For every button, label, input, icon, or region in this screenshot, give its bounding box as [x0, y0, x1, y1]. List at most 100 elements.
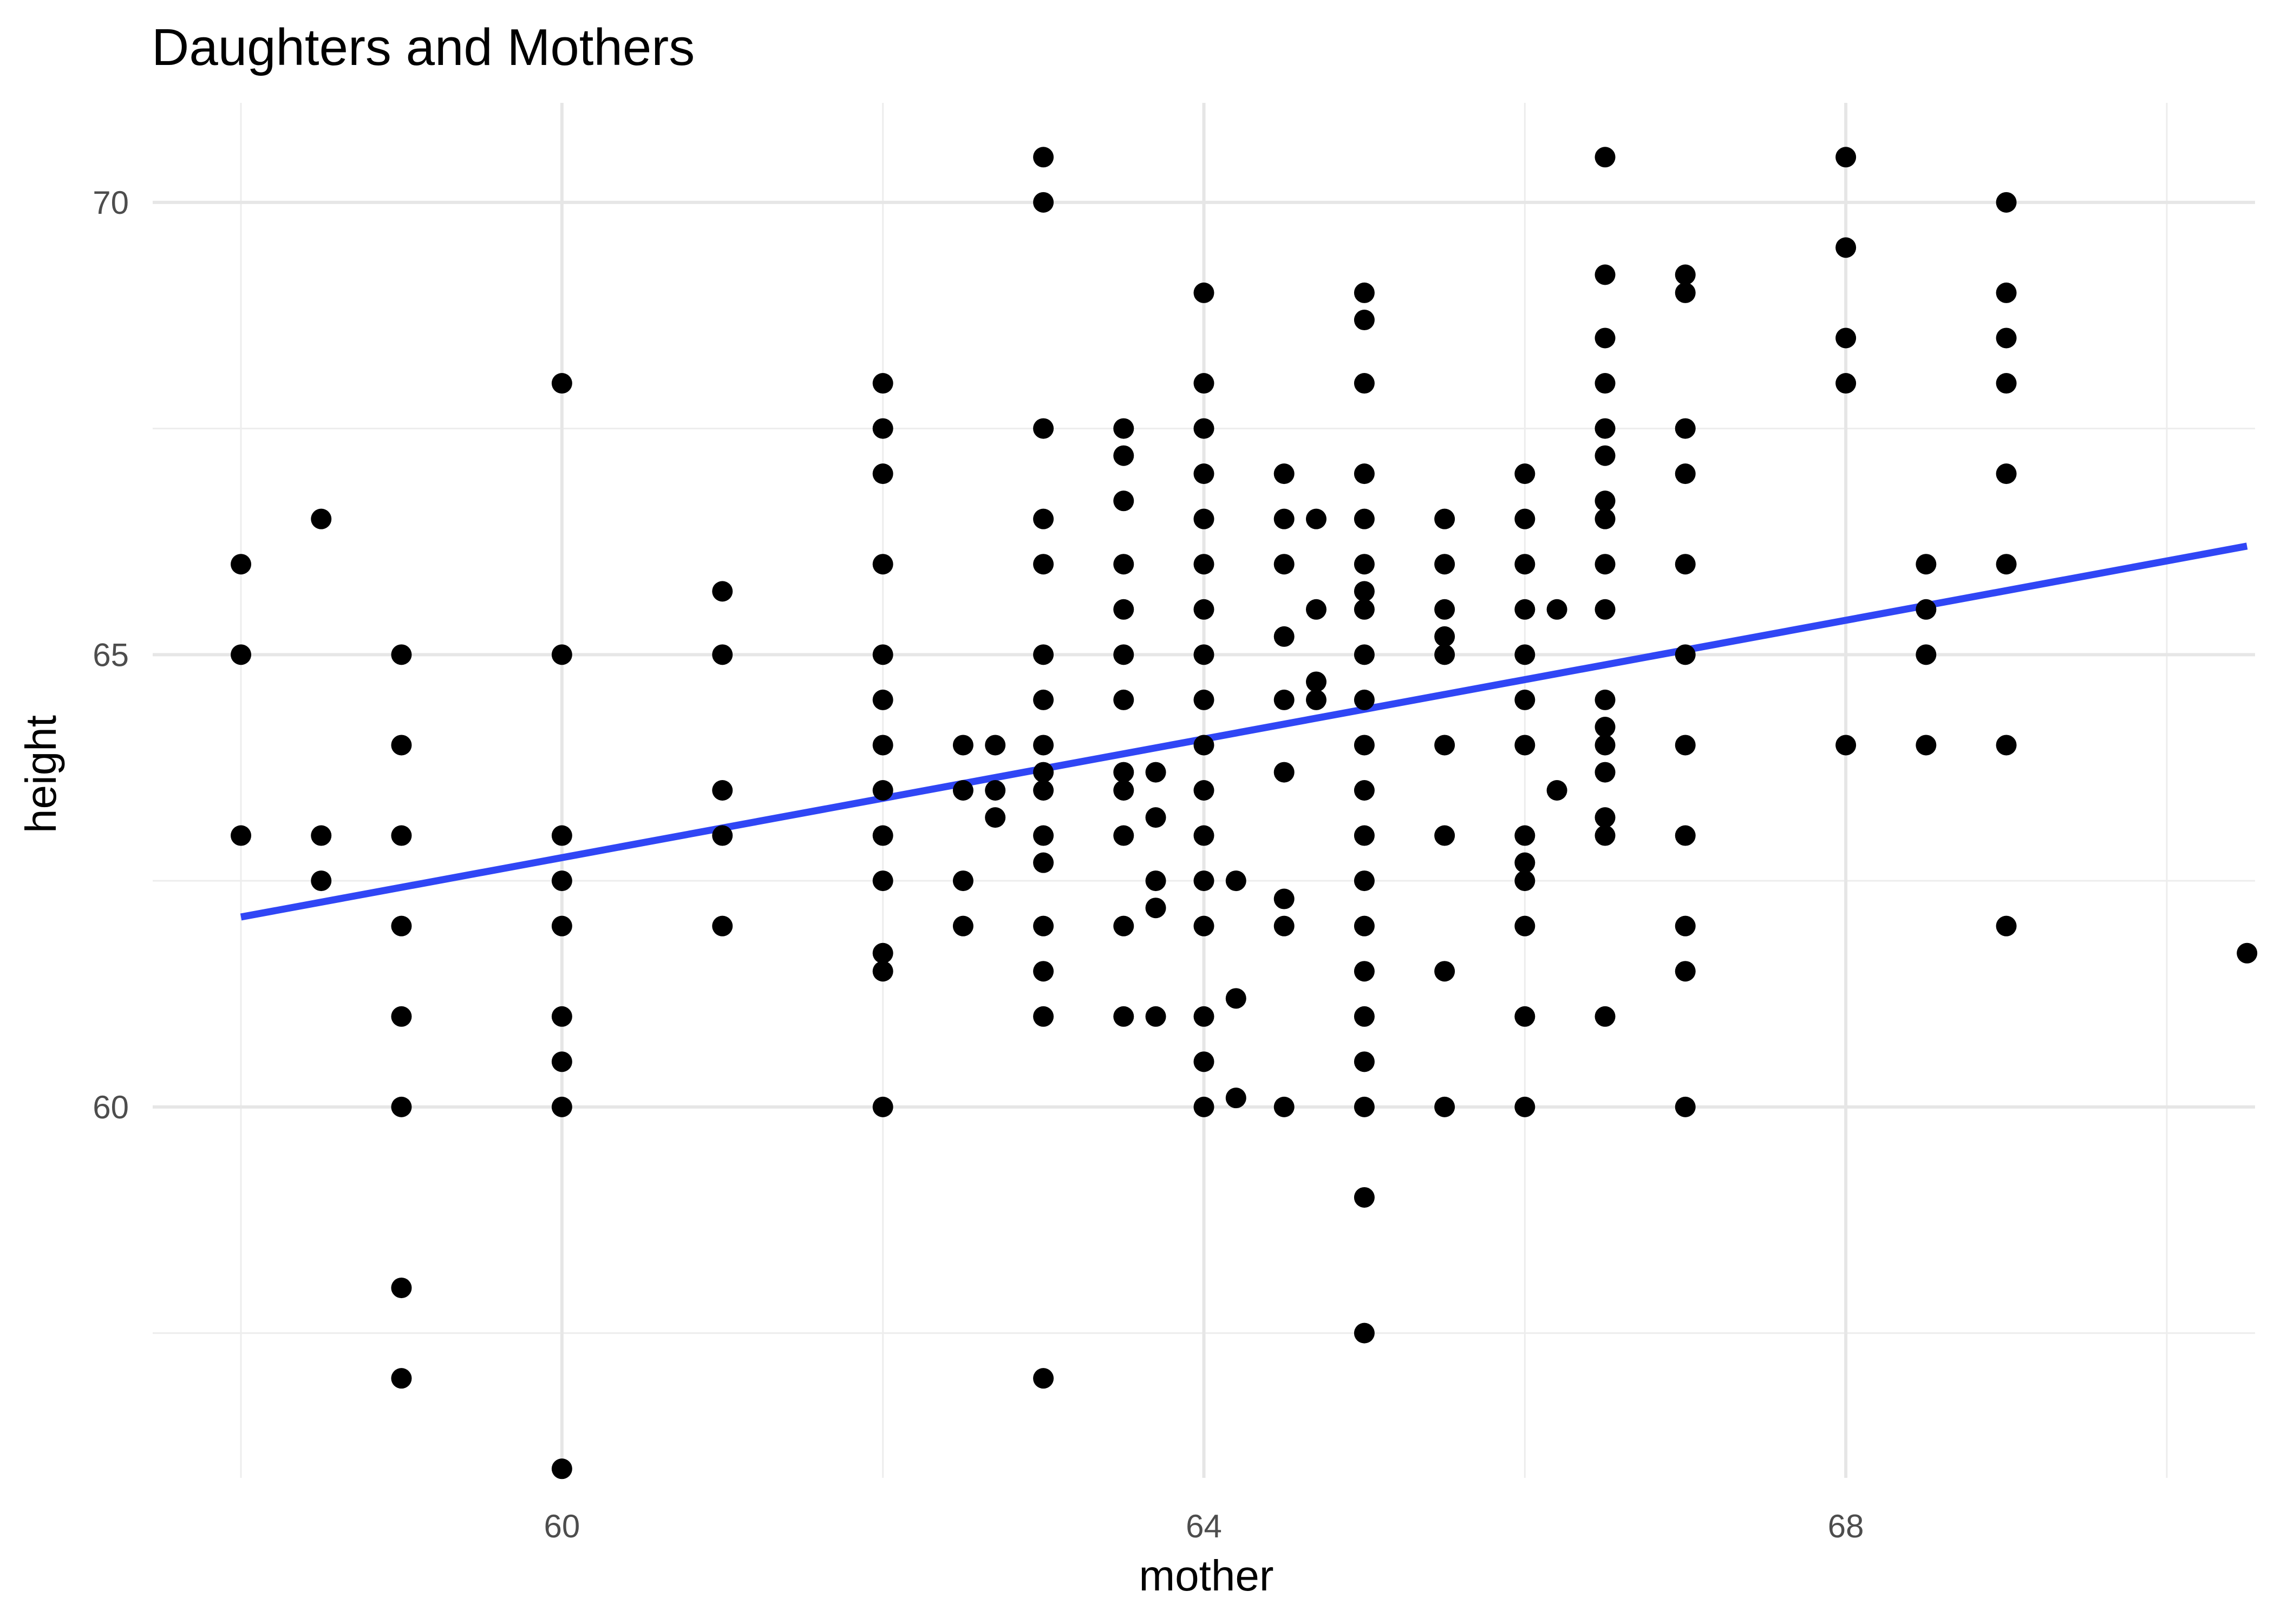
data-point — [952, 870, 973, 892]
data-point — [1305, 671, 1327, 692]
data-point — [1996, 735, 2017, 756]
data-point — [1354, 689, 1375, 710]
data-point — [1675, 554, 1696, 575]
data-point — [1193, 644, 1214, 665]
data-point — [1145, 870, 1166, 892]
data-point — [1595, 825, 1616, 846]
data-point — [1225, 1088, 1246, 1109]
data-point — [872, 373, 893, 394]
data-point — [1675, 418, 1696, 439]
data-point — [311, 508, 332, 529]
data-point — [1193, 1006, 1214, 1027]
data-point — [1354, 373, 1375, 394]
data-point — [1434, 735, 1455, 756]
data-point — [1305, 689, 1327, 710]
data-point — [551, 870, 572, 892]
data-point — [1193, 735, 1214, 756]
data-point — [1595, 508, 1616, 529]
data-point — [1675, 915, 1696, 937]
data-point — [1996, 463, 2017, 484]
data-point — [2237, 942, 2258, 964]
data-point — [1434, 644, 1455, 665]
data-point — [1033, 915, 1054, 937]
data-point — [1273, 626, 1295, 647]
data-point — [1595, 689, 1616, 710]
data-point — [1113, 445, 1134, 466]
data-point — [1113, 762, 1134, 783]
data-point — [1354, 1006, 1375, 1027]
data-point — [985, 780, 1006, 801]
data-point — [1273, 463, 1295, 484]
data-point — [1514, 1096, 1535, 1117]
data-point — [1033, 961, 1054, 982]
data-point — [1434, 599, 1455, 620]
data-point — [1193, 418, 1214, 439]
data-point — [1595, 418, 1616, 439]
data-point — [1113, 915, 1134, 937]
data-point — [1675, 1096, 1696, 1117]
y-tick-label: 70 — [93, 185, 129, 221]
data-point — [1996, 328, 2017, 349]
data-point — [872, 1096, 893, 1117]
data-point — [872, 942, 893, 964]
data-point — [1273, 508, 1295, 529]
data-point — [1514, 554, 1535, 575]
data-point — [1193, 282, 1214, 303]
data-point — [1546, 780, 1567, 801]
data-point — [1113, 689, 1134, 710]
data-point — [1354, 961, 1375, 982]
data-point — [1354, 1096, 1375, 1117]
data-point — [1514, 870, 1535, 892]
data-point — [1354, 780, 1375, 801]
data-point — [231, 644, 252, 665]
data-point — [551, 1006, 572, 1027]
data-point — [872, 780, 893, 801]
data-point — [712, 780, 733, 801]
data-point — [311, 870, 332, 892]
data-point — [952, 780, 973, 801]
data-point — [985, 735, 1006, 756]
y-axis-title: height — [17, 715, 65, 833]
data-point — [1916, 644, 1937, 665]
data-point — [1193, 508, 1214, 529]
data-point — [712, 644, 733, 665]
data-point — [391, 735, 412, 756]
data-point — [1113, 644, 1134, 665]
data-point — [391, 644, 412, 665]
data-point — [952, 915, 973, 937]
x-axis-title: mother — [1139, 1551, 1274, 1600]
data-point — [391, 915, 412, 937]
data-point — [311, 825, 332, 846]
data-point — [1145, 898, 1166, 919]
data-point — [391, 1368, 412, 1389]
data-point — [1033, 780, 1054, 801]
data-point — [1354, 1051, 1375, 1072]
data-point — [1996, 554, 2017, 575]
data-point — [1595, 735, 1616, 756]
data-point — [1996, 915, 2017, 937]
data-point — [1033, 554, 1054, 575]
data-point — [1675, 825, 1696, 846]
data-point — [391, 1096, 412, 1117]
data-point — [1033, 418, 1054, 439]
data-point — [712, 581, 733, 602]
data-point — [1514, 735, 1535, 756]
data-point — [551, 1096, 572, 1117]
data-point — [1514, 463, 1535, 484]
data-point — [1434, 825, 1455, 846]
data-point — [1193, 870, 1214, 892]
data-point — [872, 825, 893, 846]
data-point — [1675, 282, 1696, 303]
data-point — [1305, 508, 1327, 529]
data-point — [1835, 373, 1857, 394]
y-tick-label: 65 — [93, 637, 129, 673]
data-point — [1193, 1096, 1214, 1117]
data-point — [1113, 1006, 1134, 1027]
data-point — [1193, 825, 1214, 846]
data-point — [1145, 807, 1166, 828]
data-point — [1595, 717, 1616, 738]
data-point — [1514, 599, 1535, 620]
data-point — [872, 870, 893, 892]
data-point — [1354, 554, 1375, 575]
